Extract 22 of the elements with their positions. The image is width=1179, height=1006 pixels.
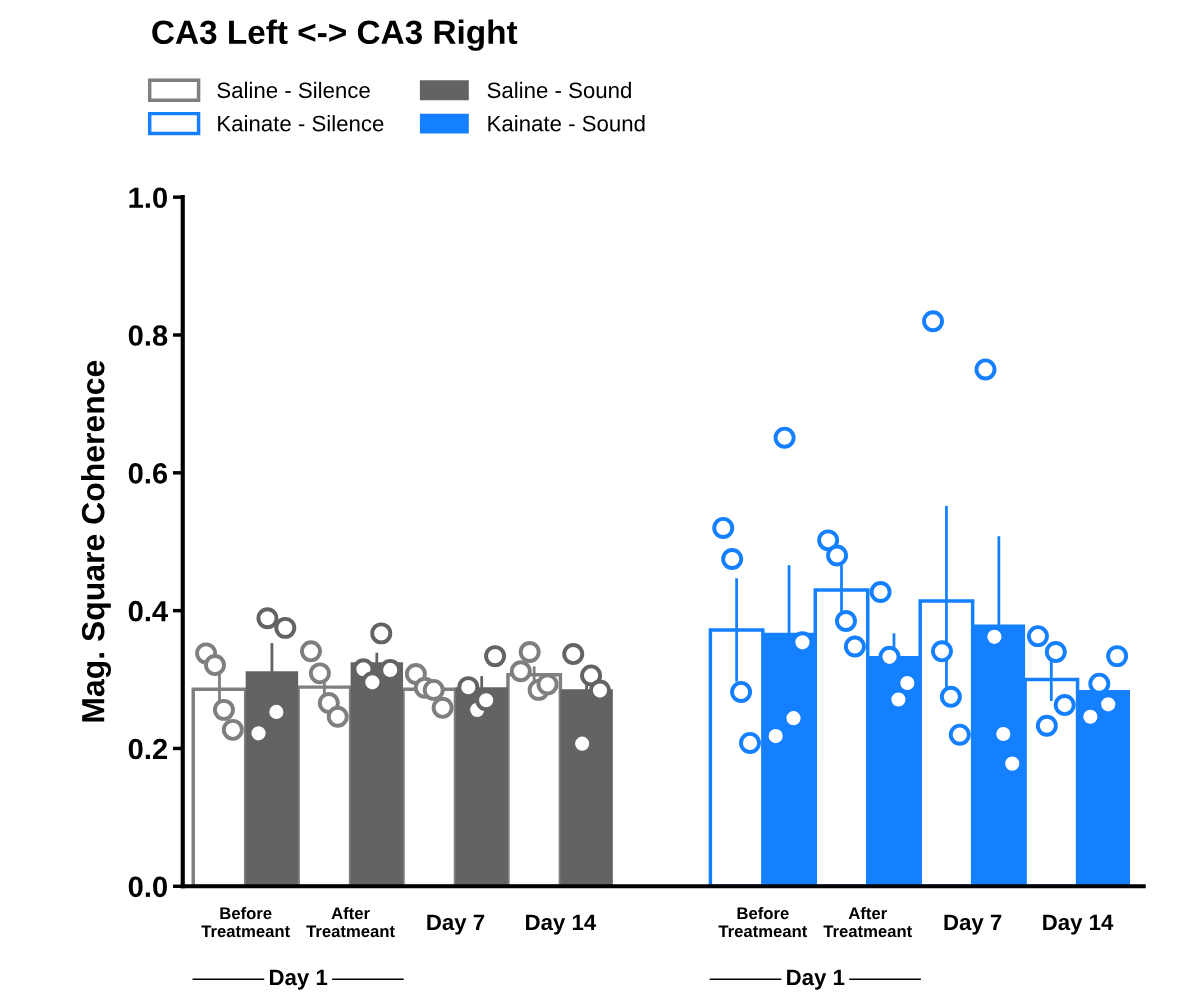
legend-label: Kainate - Sound xyxy=(488,115,645,132)
y-tick-label: 1.0 xyxy=(129,187,167,209)
y-tick-label: 0.0 xyxy=(128,876,167,898)
text: Day 1 xyxy=(269,969,328,990)
text: Day 1 xyxy=(787,969,845,990)
legend-label: Saline - Sound xyxy=(487,81,631,99)
x-tick-label: Day 14 xyxy=(1043,914,1114,935)
legend-label: Kainate - Silence xyxy=(218,115,384,132)
y-tick-label: 0.4 xyxy=(128,600,169,622)
x-tick-label: Before Treatmeant xyxy=(201,906,290,938)
x-tick-label: After Treatmeant xyxy=(823,906,913,938)
y-tick-label: 0.2 xyxy=(128,738,167,760)
y-tick-label: 0.8 xyxy=(128,325,168,346)
y-tick-label: 0.6 xyxy=(128,463,168,484)
x-tick-label: After Treatmeant xyxy=(306,906,395,938)
x-tick-label: Day 7 xyxy=(427,914,485,935)
chart-title: CA3 Left <-> CA3 Right xyxy=(152,19,518,51)
y-axis-title: Mag. Square Coherence xyxy=(81,360,111,722)
x-tick-label: Day 7 xyxy=(944,914,1002,935)
x-tick-label: Day 14 xyxy=(526,914,597,935)
x-tick-label: Before Treatmeant xyxy=(718,906,808,938)
legend-label: Saline - Silence xyxy=(217,81,370,99)
